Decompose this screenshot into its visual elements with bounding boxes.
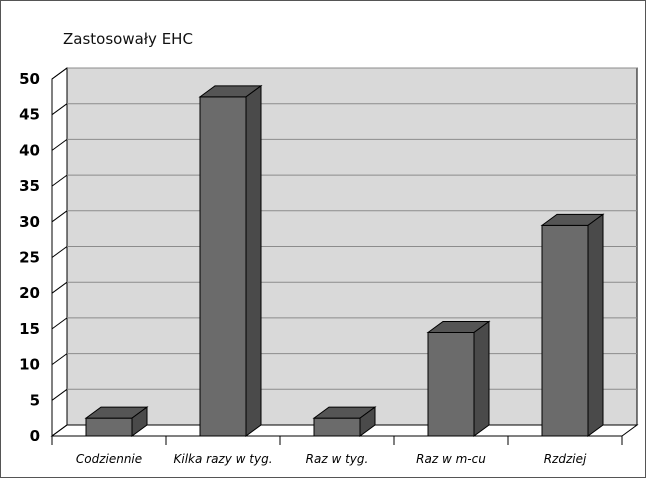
bar — [85, 417, 133, 437]
bar-side — [131, 406, 148, 437]
y-tick-label: 50 — [19, 70, 40, 88]
plot-area: 0 5 10 15 20 25 30 35 40 45 50 Codziennie Kilka razy… — [19, 67, 639, 466]
y-tick-label: 45 — [19, 106, 40, 124]
y-tick-label: 15 — [19, 320, 40, 338]
y-tick-mark — [51, 174, 68, 187]
y-tick-mark — [51, 281, 68, 294]
chart-title: Zastosowały EHC — [63, 30, 193, 48]
x-tick-label: Rzdziej — [544, 452, 587, 466]
y-tick-label: 30 — [19, 213, 40, 231]
y-tick-label: 10 — [19, 356, 40, 374]
y-tick-mark — [51, 317, 68, 330]
bar — [199, 96, 247, 437]
y-tick-label: 40 — [19, 141, 40, 159]
x-tick-label: Raz w m-cu — [416, 452, 486, 466]
y-tick-label: 20 — [19, 284, 40, 302]
y-tick-mark — [51, 246, 68, 258]
y-tick-mark — [51, 210, 68, 223]
y-tick-mark — [51, 353, 68, 366]
bar — [313, 417, 361, 437]
bar — [427, 331, 475, 437]
y-tick-mark — [51, 103, 68, 116]
bar-side — [359, 406, 376, 437]
y-tick-label: 35 — [19, 177, 40, 195]
x-tick-label: Raz w tyg. — [306, 452, 369, 466]
bar-side — [473, 320, 490, 437]
y-tick-mark — [51, 67, 68, 80]
x-tick-label: Codziennie — [76, 452, 142, 466]
y-tick-mark — [51, 138, 68, 151]
y-tick-label: 0 — [30, 427, 40, 445]
bar-side — [587, 213, 604, 437]
y-tick-mark — [51, 388, 68, 401]
y-tick-label: 5 — [30, 391, 40, 409]
y-tick-mark — [51, 424, 68, 437]
y-tick-label: 25 — [19, 249, 40, 267]
bar — [541, 224, 589, 437]
bar-side — [245, 84, 262, 437]
x-tick-label: Kilka razy w tyg. — [173, 452, 272, 466]
